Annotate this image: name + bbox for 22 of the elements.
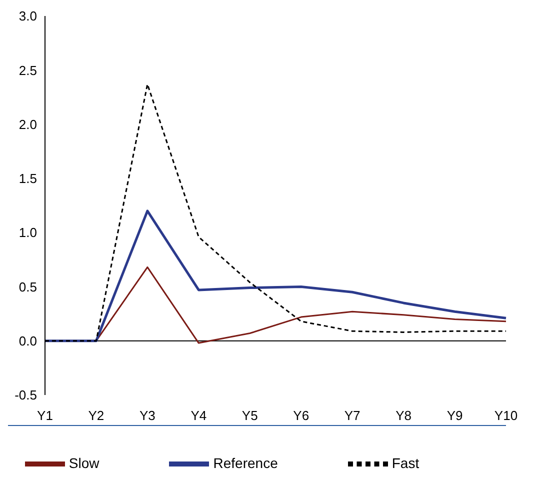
y-tick-label: 0.5 xyxy=(18,279,37,294)
y-tick-label: 0.0 xyxy=(18,333,37,348)
y-tick-label: 2.0 xyxy=(18,116,37,132)
line-series xyxy=(44,210,508,342)
x-tick-label: Y10 xyxy=(494,408,518,424)
legend-label: Slow xyxy=(68,454,100,471)
y-tick-label: 1.0 xyxy=(18,225,37,240)
x-tick-label: Y2 xyxy=(88,408,104,424)
y-tick-label: 1.5 xyxy=(18,171,37,186)
legend-label: Fast xyxy=(392,454,420,471)
x-tick-label: Y5 xyxy=(242,408,258,424)
legend-label: Reference xyxy=(213,454,278,471)
y-tick-label: 2.5 xyxy=(18,62,37,78)
y-tick-label: -0.5 xyxy=(14,388,37,403)
x-tick-label: Y7 xyxy=(344,408,360,424)
x-tick-label: Y8 xyxy=(396,408,412,424)
x-tick-label: Y9 xyxy=(446,408,463,424)
x-tick-label: Y1 xyxy=(37,408,53,424)
x-tick-label: Y3 xyxy=(139,408,156,424)
y-tick-label: 3.0 xyxy=(18,8,37,24)
x-tick-label: Y4 xyxy=(190,408,207,424)
x-tick-label: Y6 xyxy=(293,408,310,424)
